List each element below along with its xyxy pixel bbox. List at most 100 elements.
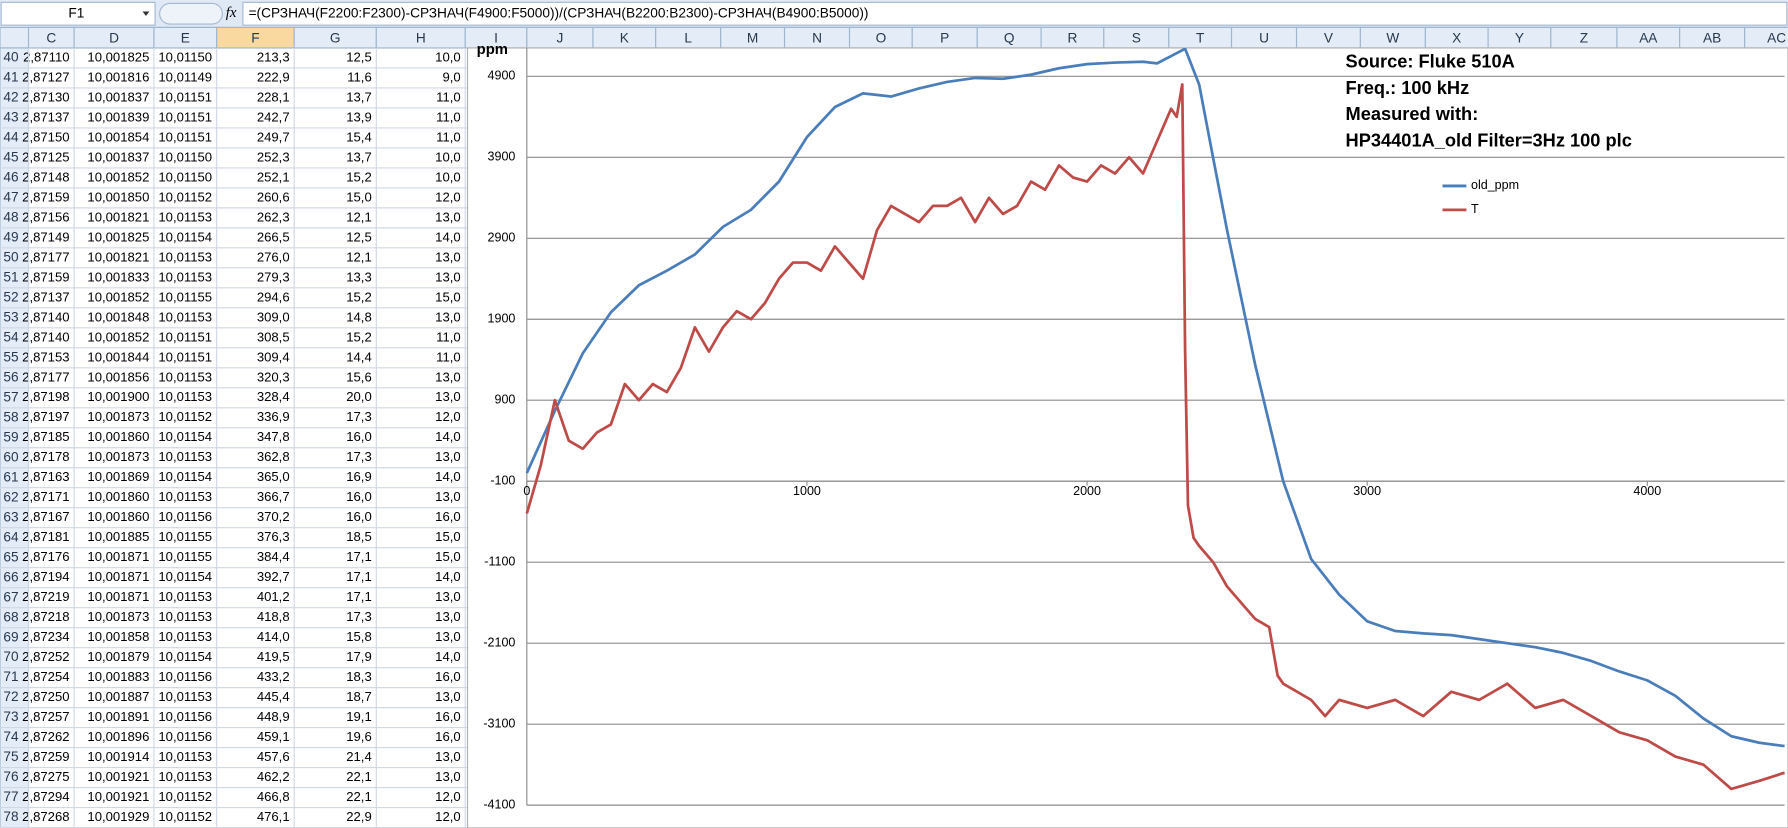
cell: 2,87178 bbox=[22, 449, 69, 464]
cell: 10,001885 bbox=[87, 529, 149, 544]
legend-label: T bbox=[1471, 202, 1479, 216]
cell: 2,87149 bbox=[22, 229, 69, 244]
column-header-label: Z bbox=[1580, 30, 1588, 45]
cell: 10,01154 bbox=[158, 469, 212, 484]
cell: 2,87137 bbox=[22, 109, 69, 124]
cell: 10,001850 bbox=[87, 189, 149, 204]
cell: 2,87185 bbox=[22, 429, 69, 444]
cell: 2,87159 bbox=[22, 269, 69, 284]
cell: 10,01156 bbox=[158, 669, 212, 684]
cell: 13,0 bbox=[435, 369, 461, 384]
cell: 10,01156 bbox=[158, 709, 212, 724]
cell: 2,87163 bbox=[22, 469, 69, 484]
cell: 13,7 bbox=[346, 89, 372, 104]
x-tick-label: 4000 bbox=[1633, 484, 1661, 498]
row-number: 68 bbox=[3, 609, 19, 624]
column-header-label: C bbox=[46, 30, 56, 45]
cell: 10,01156 bbox=[158, 509, 212, 524]
fx-icon[interactable]: fx bbox=[226, 5, 237, 21]
cell: 9,0 bbox=[442, 69, 460, 84]
cell: 10,001825 bbox=[87, 229, 149, 244]
row-number: 75 bbox=[3, 749, 19, 764]
cell: 17,3 bbox=[346, 449, 372, 464]
cell: 2,87177 bbox=[22, 369, 69, 384]
cell: 13,0 bbox=[435, 769, 461, 784]
cell: 12,0 bbox=[435, 809, 461, 824]
cell: 12,5 bbox=[346, 229, 372, 244]
cell: 15,0 bbox=[435, 289, 461, 304]
cell: 10,01154 bbox=[158, 429, 212, 444]
cell: 2,87198 bbox=[22, 389, 69, 404]
y-tick-label: 3900 bbox=[488, 150, 516, 164]
column-header-label: D bbox=[109, 30, 119, 45]
cell: 10,01153 bbox=[158, 369, 212, 384]
cell: 2,87125 bbox=[22, 149, 69, 164]
cell: 10,001921 bbox=[87, 789, 149, 804]
cell: 17,9 bbox=[346, 649, 372, 664]
annotation: HP34401A_old Filter=3Hz 100 plc bbox=[1346, 129, 1632, 150]
cell: 10,01153 bbox=[158, 309, 212, 324]
cell: 10,001860 bbox=[87, 429, 149, 444]
cell: 309,4 bbox=[257, 349, 290, 364]
formula-box[interactable] bbox=[242, 1, 1788, 26]
cell: 15,0 bbox=[346, 189, 372, 204]
cell: 13,0 bbox=[435, 629, 461, 644]
cell: 10,01151 bbox=[158, 109, 212, 124]
cell: 336,9 bbox=[257, 409, 290, 424]
cell: 13,0 bbox=[435, 749, 461, 764]
cell: 328,4 bbox=[257, 389, 290, 404]
cell: 366,7 bbox=[257, 489, 290, 504]
row-number: 41 bbox=[3, 70, 18, 85]
y-tick-label: 1900 bbox=[488, 312, 516, 326]
cell: 18,5 bbox=[346, 529, 372, 544]
cell: 459,1 bbox=[257, 729, 290, 744]
cell: 10,001852 bbox=[87, 169, 149, 184]
cell: 11,0 bbox=[436, 129, 461, 144]
cell: 10,001833 bbox=[87, 269, 149, 284]
formula-text: =(СРЗНАЧ(F2200:F2300)-СРЗНАЧ(F4900:F5000… bbox=[249, 5, 869, 20]
row-number: 72 bbox=[3, 689, 18, 704]
cell: 10,001860 bbox=[87, 489, 149, 504]
name-box-dropdown[interactable] bbox=[142, 11, 150, 17]
cell: 2,87262 bbox=[22, 729, 69, 744]
cell: 384,4 bbox=[257, 549, 290, 564]
cell: 10,01153 bbox=[158, 209, 212, 224]
cell: 2,87257 bbox=[22, 709, 69, 724]
cell: 2,87171 bbox=[22, 489, 69, 504]
row-number: 65 bbox=[3, 549, 19, 564]
cell: 2,87197 bbox=[22, 409, 69, 424]
column-header-label: P bbox=[940, 30, 949, 45]
cell: 2,87153 bbox=[22, 349, 69, 364]
column-header-label: E bbox=[181, 30, 190, 45]
row-number: 69 bbox=[3, 629, 18, 644]
column-header-label: S bbox=[1132, 30, 1141, 45]
cell: 10,01151 bbox=[158, 329, 212, 344]
cell: 12,1 bbox=[346, 209, 372, 224]
cell: 365,0 bbox=[257, 469, 290, 484]
cell: 414,0 bbox=[257, 629, 290, 644]
cell: 392,7 bbox=[257, 569, 290, 584]
cell: 262,3 bbox=[257, 209, 290, 224]
row-number: 70 bbox=[3, 649, 19, 664]
row-number: 56 bbox=[3, 369, 18, 384]
cell: 362,8 bbox=[257, 449, 290, 464]
cell: 10,001871 bbox=[87, 589, 149, 604]
cell: 10,001854 bbox=[87, 129, 149, 144]
cell: 13,0 bbox=[435, 309, 461, 324]
y-tick-label: -2100 bbox=[483, 635, 515, 649]
x-tick-label: 3000 bbox=[1353, 484, 1381, 498]
cell: 21,4 bbox=[346, 749, 372, 764]
row-number: 63 bbox=[3, 509, 18, 524]
cell: 10,001869 bbox=[87, 469, 149, 484]
cell: 370,2 bbox=[257, 509, 290, 524]
cell: 13,0 bbox=[435, 609, 461, 624]
column-header-label: I bbox=[494, 30, 498, 45]
cell: 222,9 bbox=[257, 69, 290, 84]
formula-buttons[interactable] bbox=[159, 2, 223, 25]
cell: 10,001837 bbox=[87, 149, 149, 164]
cell: 2,87130 bbox=[22, 89, 69, 104]
name-box[interactable] bbox=[0, 1, 156, 26]
cell: 10,01152 bbox=[158, 789, 212, 804]
cell: 11,0 bbox=[436, 349, 461, 364]
cell: 2,87127 bbox=[22, 69, 69, 84]
